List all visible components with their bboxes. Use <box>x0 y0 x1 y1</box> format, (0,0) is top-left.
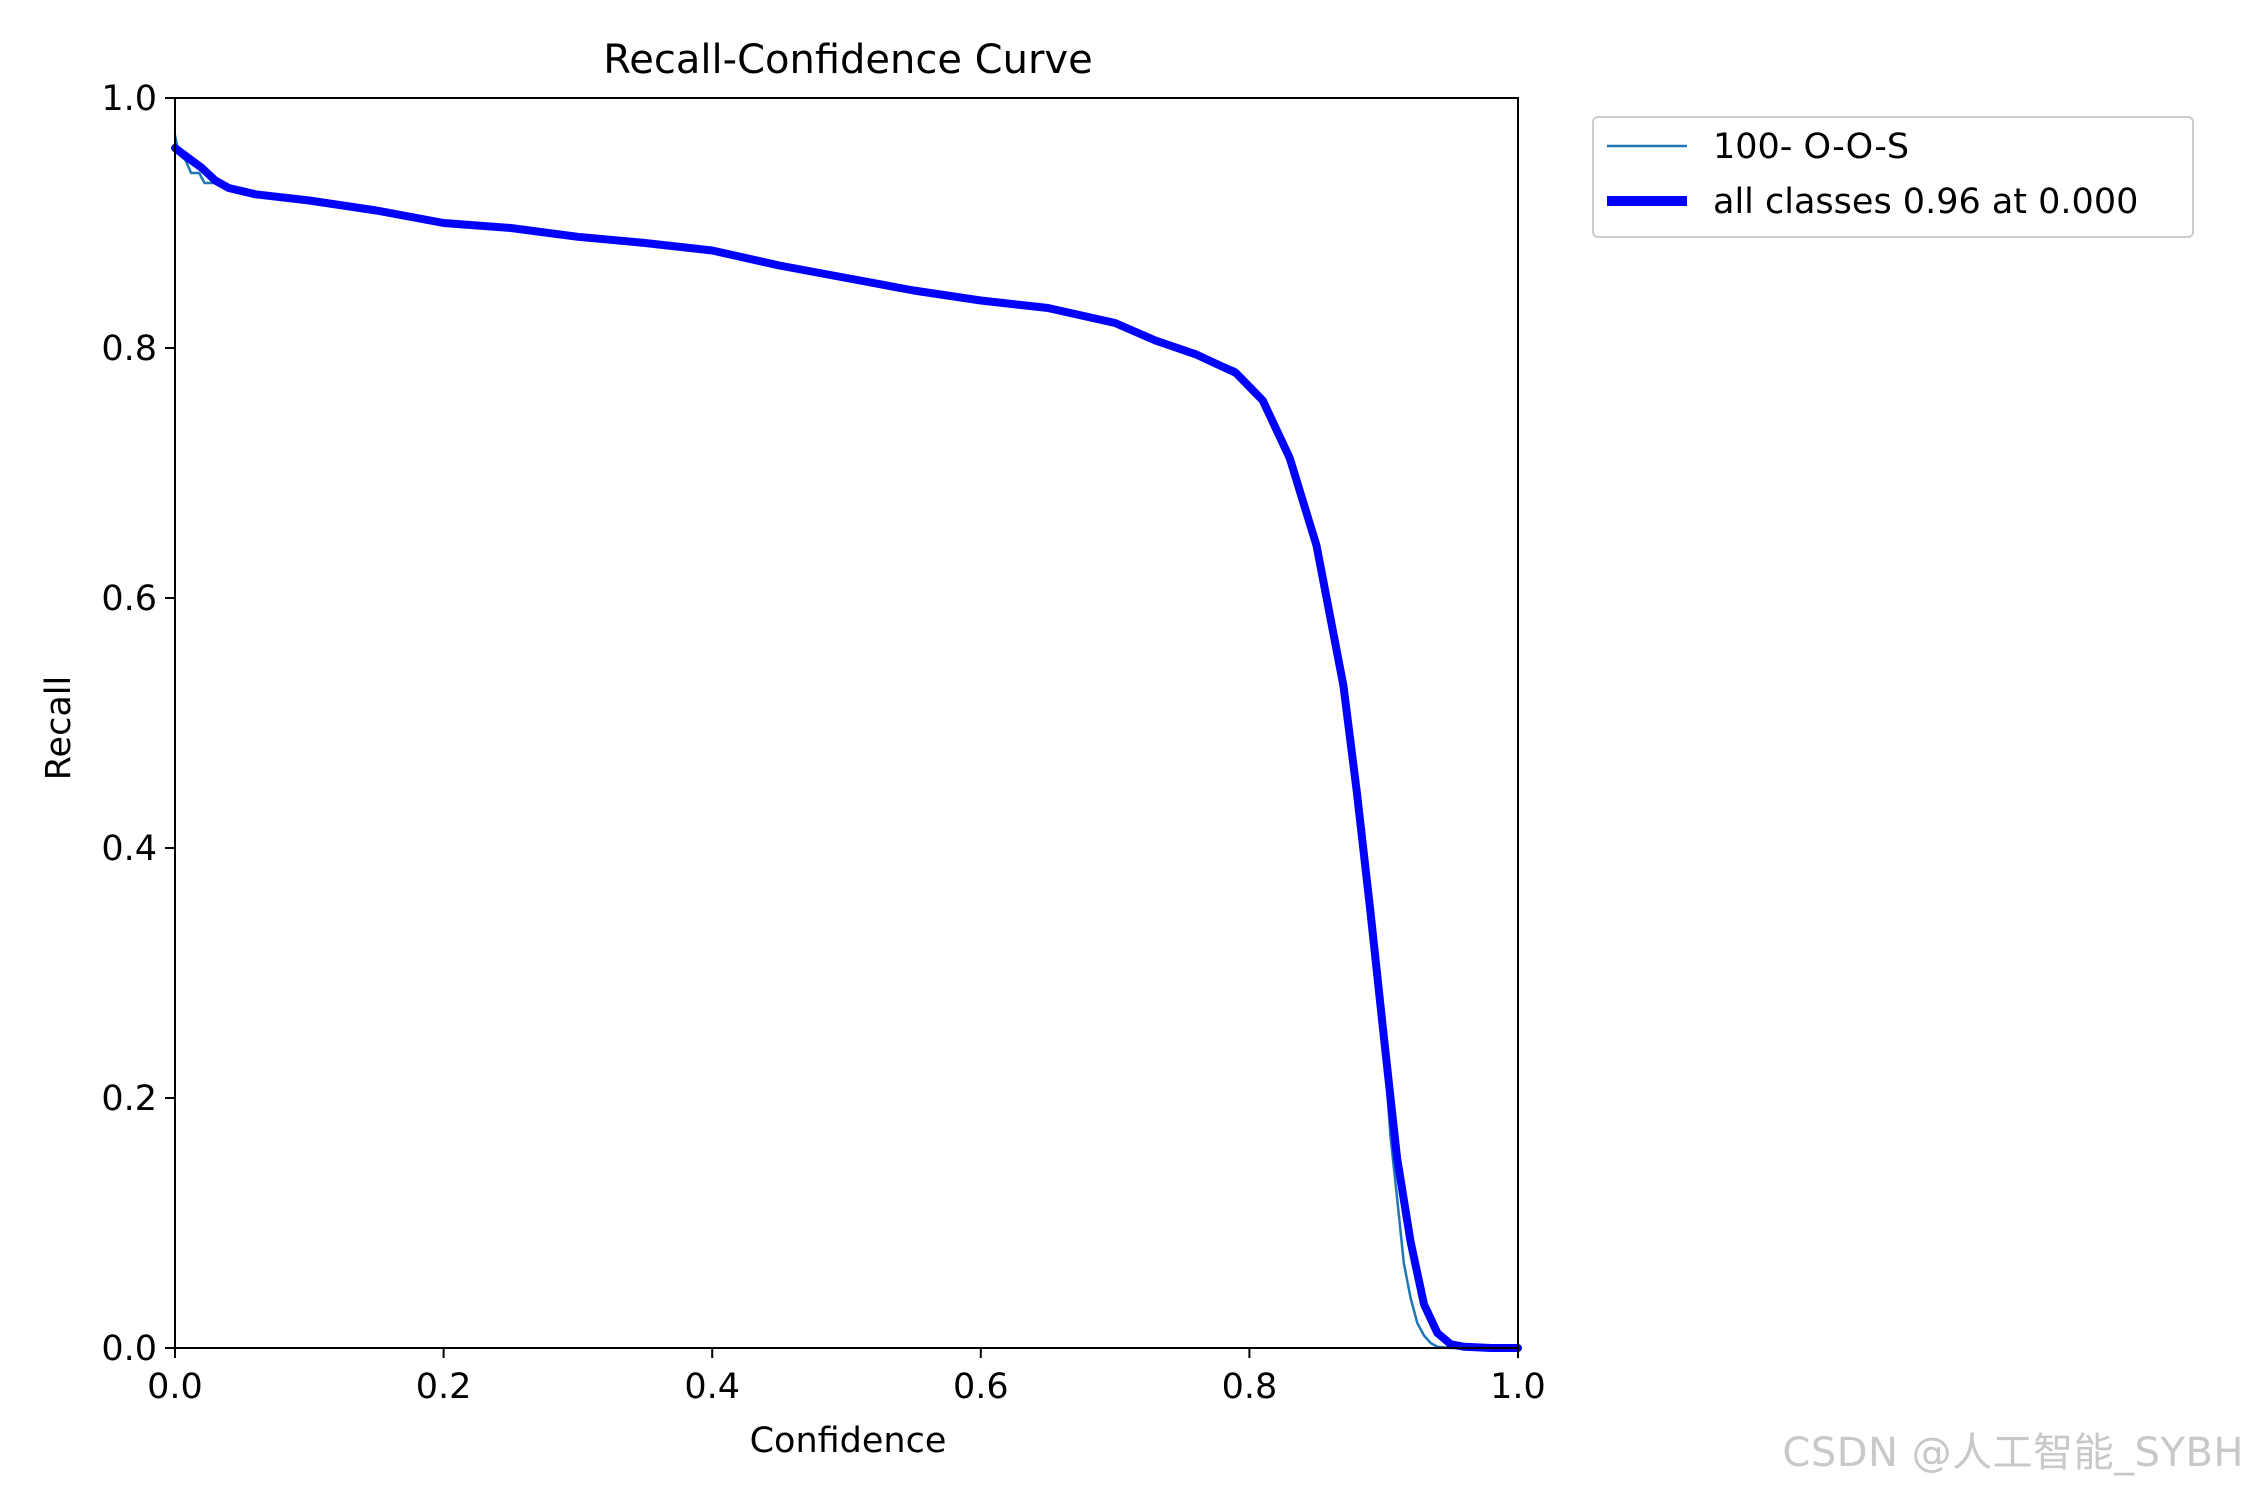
y-tick-label: 0.4 <box>101 829 157 869</box>
legend: 100- O-O-S all classes 0.96 at 0.000 <box>1592 116 2194 238</box>
x-axis-label: Confidence <box>750 1421 947 1461</box>
series-line-all-classes <box>171 144 1522 1352</box>
axes-frame <box>174 97 1519 1349</box>
x-tick-label: 0.6 <box>953 1367 1009 1407</box>
chart-title: Recall-Confidence Curve <box>603 37 1092 83</box>
y-tick-label: 0.8 <box>101 329 157 369</box>
legend-box <box>1592 116 2194 238</box>
series-line-100-o-o-s <box>173 134 1520 1350</box>
x-tick-label: 0.0 <box>147 1367 203 1407</box>
legend-label-100-o-o-s: 100- O-O-S <box>1713 127 1909 167</box>
plot-area: 0.0 0.2 0.4 0.6 0.8 1.0 0.0 0.2 0.4 0.6 0.8 1.0 <box>101 79 1546 1407</box>
y-axis-label: Recall <box>39 676 79 780</box>
x-tick-label: 1.0 <box>1490 1367 1546 1407</box>
x-tick-label: 0.8 <box>1222 1367 1278 1407</box>
watermark-text: CSDN @人工智能_SYBH <box>1782 1430 2244 1476</box>
y-tick-label: 0.6 <box>101 579 157 619</box>
legend-label-all-classes: all classes 0.96 at 0.000 <box>1713 182 2138 222</box>
y-tick-label: 1.0 <box>101 79 157 119</box>
x-tick-label: 0.4 <box>684 1367 740 1407</box>
y-tick-label: 0.2 <box>101 1079 157 1119</box>
y-tick-label: 0.0 <box>101 1329 157 1369</box>
x-tick-label: 0.2 <box>416 1367 472 1407</box>
